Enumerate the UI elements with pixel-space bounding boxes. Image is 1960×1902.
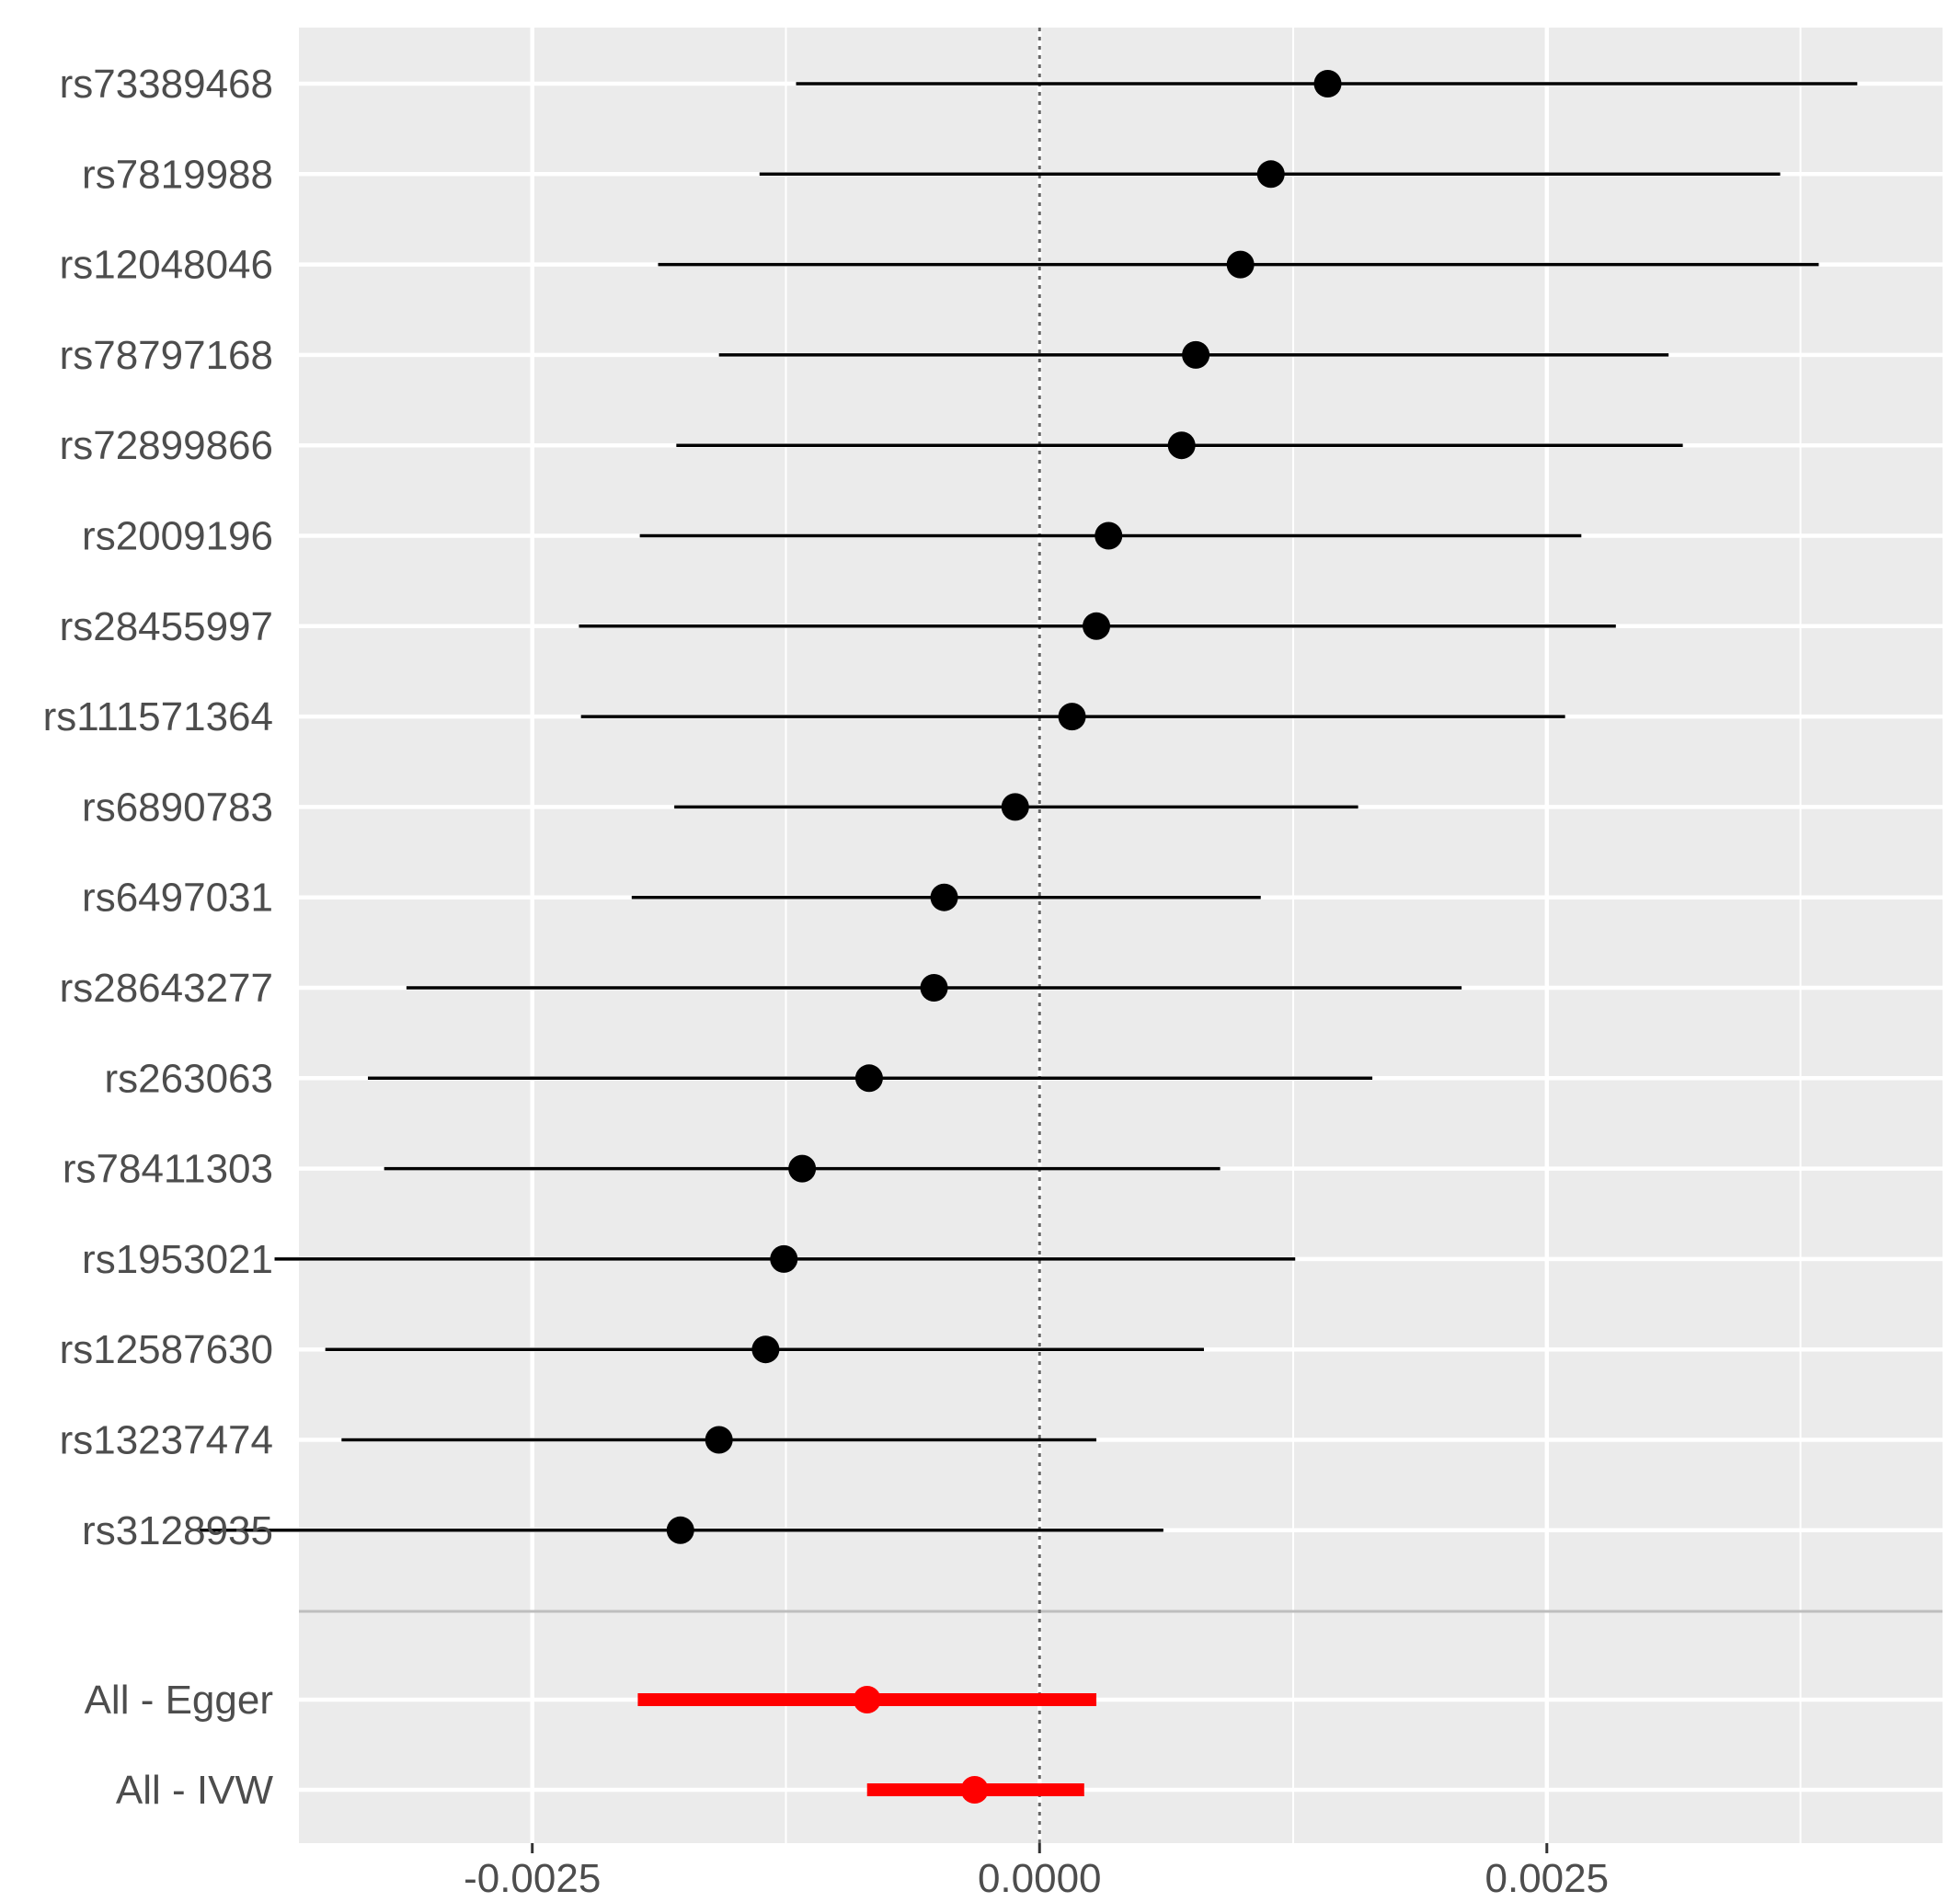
y-label-rs12048046: rs12048046	[60, 243, 273, 288]
x-tick-label: -0.0025	[464, 1856, 601, 1897]
y-label-rs28643277: rs28643277	[60, 966, 273, 1011]
y-label-all-ivw: All - IVW	[116, 1768, 274, 1813]
y-label-rs28455997: rs28455997	[60, 604, 273, 649]
y-axis-labels: rs73389468 rs7819988 rs12048046 rs78797168 r…	[43, 62, 274, 1813]
y-label-rs3128935: rs3128935	[82, 1508, 273, 1553]
estimate-point-rs12587630	[751, 1335, 780, 1364]
estimate-point-rs263063	[854, 1064, 883, 1093]
estimate-point-rs72899866	[1167, 431, 1196, 460]
y-label-rs7819988: rs7819988	[82, 152, 273, 197]
y-label-rs12587630: rs12587630	[60, 1327, 273, 1372]
estimate-point-rs28455997	[1083, 612, 1111, 640]
estimate-point-rs28643277	[920, 974, 948, 1002]
estimate-point-rs6890783	[1001, 793, 1029, 821]
x-tick-label: 0.0000	[978, 1856, 1102, 1897]
x-axis: -0.0025 0.0000 0.0025	[464, 1843, 1610, 1901]
estimate-point-rs1953021	[770, 1244, 798, 1273]
estimate-point-rs12048046	[1226, 250, 1255, 279]
y-label-rs6890783: rs6890783	[82, 785, 273, 830]
y-label-rs73389468: rs73389468	[60, 62, 273, 107]
estimate-point-rs78797168	[1182, 340, 1210, 369]
y-label-rs72899866: rs72899866	[60, 423, 273, 468]
y-label-all-egger: All - Egger	[85, 1678, 273, 1723]
y-label-rs263063: rs263063	[105, 1056, 273, 1101]
estimate-point-rs13237474	[705, 1426, 733, 1454]
y-label-rs78797168: rs78797168	[60, 333, 273, 378]
y-label-rs6497031: rs6497031	[82, 876, 273, 921]
summary-point-all-egger	[853, 1686, 881, 1713]
y-label-rs78411303: rs78411303	[63, 1147, 273, 1192]
y-label-rs2009196: rs2009196	[82, 514, 273, 559]
y-label-rs13237474: rs13237474	[60, 1418, 273, 1463]
estimate-point-rs111571364	[1058, 703, 1086, 731]
estimate-point-rs6497031	[930, 883, 958, 911]
estimate-point-rs73389468	[1313, 70, 1342, 97]
estimate-marks	[199, 70, 1858, 1804]
estimate-point-rs3128935	[666, 1516, 694, 1544]
estimate-point-rs2009196	[1095, 521, 1123, 550]
y-label-rs1953021: rs1953021	[82, 1237, 273, 1282]
plot-panel-bottom	[299, 1611, 1943, 1843]
estimate-point-rs7819988	[1256, 160, 1285, 189]
summary-point-all-ivw	[960, 1776, 989, 1804]
y-label-rs111571364: rs111571364	[43, 694, 273, 739]
estimate-point-rs78411303	[788, 1154, 817, 1183]
x-tick-label: 0.0025	[1485, 1856, 1610, 1897]
